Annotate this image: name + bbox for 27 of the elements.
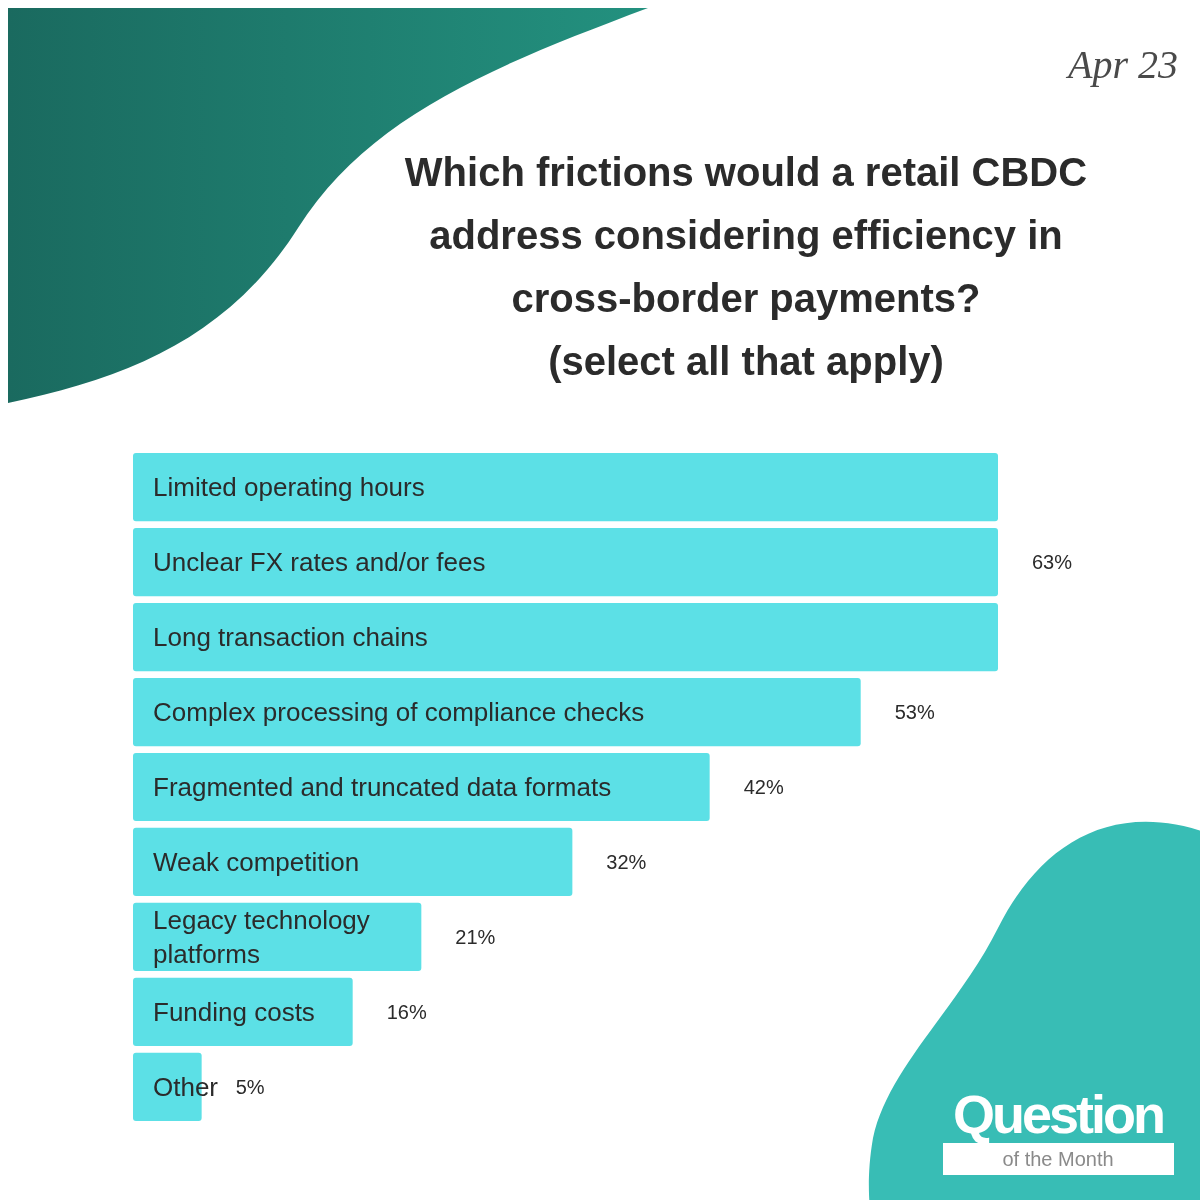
y-tick-label: Weak competition xyxy=(153,846,360,877)
data-label: 63% xyxy=(1032,551,1073,574)
y-tick-label: Unclear FX rates and/or fees xyxy=(153,547,486,578)
chart-title: Which frictions would a retail CBDC address considering efficiency in cross-border payments? xyxy=(404,150,1088,320)
y-tick-label: Fragmented and truncated data formats xyxy=(153,772,612,802)
bar xyxy=(133,827,573,897)
text: of the Month xyxy=(1002,1148,1114,1170)
chart-subtitle: (select all that apply) xyxy=(548,339,944,383)
data-label: 5% xyxy=(235,1075,265,1098)
bar xyxy=(133,527,998,597)
bar xyxy=(133,677,861,747)
data-label: 42% xyxy=(743,776,784,798)
data-label: 16% xyxy=(386,1000,427,1023)
bar xyxy=(133,453,998,522)
bar xyxy=(133,752,710,822)
annotation: Question xyxy=(952,1084,1164,1144)
y-tick-label: Complex processing of compliance checks xyxy=(153,697,645,728)
bar xyxy=(133,602,998,672)
data-label: 53% xyxy=(894,701,935,724)
y-tick-label: Limited operating hours xyxy=(153,472,425,503)
y-tick-label: Legacy technology platforms xyxy=(153,904,370,969)
data-label: 32% xyxy=(606,850,647,873)
data-label: 21% xyxy=(455,925,496,948)
y-tick-label: Long transaction chains xyxy=(153,622,428,653)
bar xyxy=(133,977,353,1047)
text: Apr 23 xyxy=(1065,42,1178,87)
y-tick-label: Funding costs xyxy=(153,996,315,1027)
